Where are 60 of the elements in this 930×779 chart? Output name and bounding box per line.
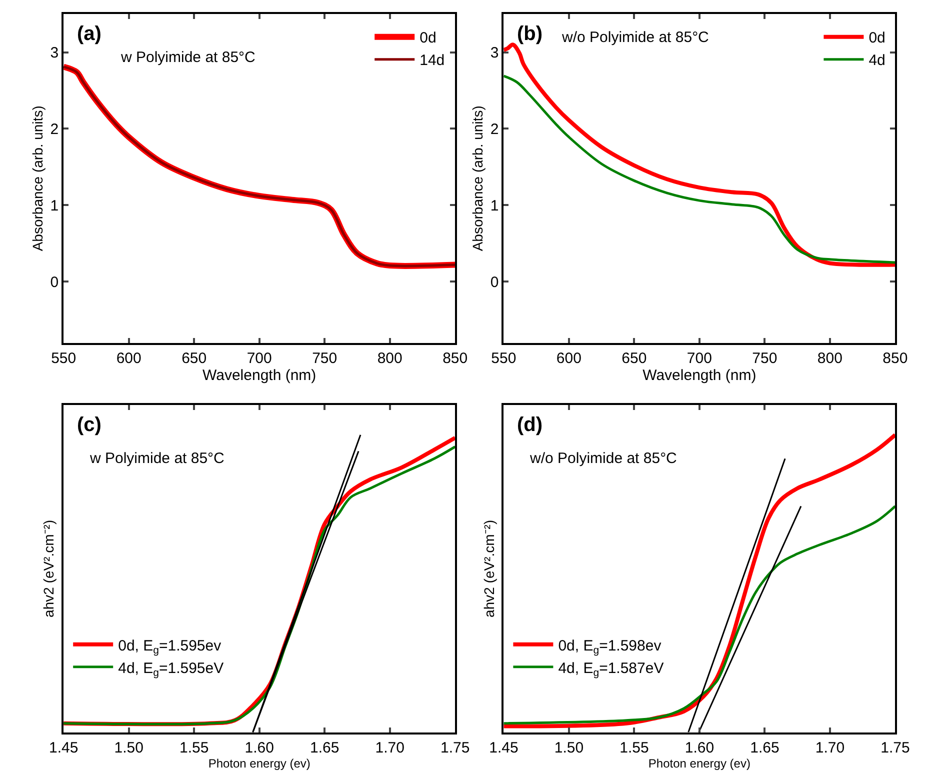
x-tick-label: 650 [182, 350, 207, 367]
x-tick-label: 750 [312, 350, 338, 367]
legend-label: 0d [420, 30, 436, 47]
y-axis-title: Absorbance (arb. units) [29, 106, 46, 252]
x-tick-label: 750 [752, 350, 778, 367]
x-tick-label: 850 [442, 350, 468, 367]
y-axis-title: ahv2 (eV².cm⁻²) [40, 520, 57, 618]
x-axis-title: Photon energy (ev) [648, 756, 750, 770]
y-tick-label: 3 [490, 44, 499, 62]
x-tick-label: 1.50 [114, 739, 144, 756]
y-axis-title: ahv2 (eV².cm⁻²) [480, 520, 497, 618]
x-tick-label: 1.45 [489, 739, 518, 756]
x-tick-label: 1.55 [620, 739, 649, 756]
annotation: (b) [517, 23, 543, 45]
legend-label: 4d [868, 52, 886, 70]
annotation: (c) [77, 414, 102, 436]
x-tick-label: 550 [51, 350, 76, 367]
x-tick-label: 1.60 [684, 739, 714, 756]
y-tick-label: 3 [50, 44, 59, 62]
y-tick-label: 1 [50, 197, 59, 214]
x-tick-label: 600 [116, 350, 142, 367]
legend-label: 4d, E$_{g}$=1.595eV [118, 660, 224, 679]
x-tick-label: 1.50 [554, 739, 584, 756]
x-tick-label: 700 [686, 350, 712, 367]
annotation: w Polyimide at 85°C [89, 450, 225, 467]
x-axis-title: Photon energy (ev) [208, 756, 310, 770]
y-tick-label: 2 [50, 120, 59, 138]
legend-label: 0d, E$_{g}$=1.598ev [558, 637, 662, 656]
legend-label: 4d, E$_{g}$=1.587eV [558, 660, 664, 679]
y-tick-label: 1 [490, 197, 499, 214]
x-tick-label: 1.60 [244, 739, 274, 756]
annotation: (d) [517, 414, 543, 436]
x-tick-label: 1.70 [375, 739, 404, 756]
annotation: w Polyimide at 85°C [120, 49, 256, 66]
x-tick-label: 600 [556, 350, 582, 367]
annotation: w/o Polyimide at 85°C [529, 450, 678, 467]
y-tick-label: 0 [50, 274, 59, 291]
annotation: w/o Polyimide at 85°C [561, 29, 710, 46]
x-tick-label: 1.75 [440, 739, 470, 756]
x-tick-label: 1.75 [880, 739, 910, 756]
x-tick-label: 1.70 [815, 739, 845, 756]
x-tick-label: 1.65 [310, 739, 340, 756]
legend-label: 14d [420, 52, 445, 70]
x-tick-label: 850 [882, 350, 908, 367]
legend-label: 0d, E$_{g}$=1.595ev [118, 637, 222, 656]
x-axis-title: Wavelength (nm) [202, 366, 316, 384]
x-tick-label: 800 [817, 350, 842, 367]
x-tick-label: 800 [377, 350, 402, 367]
x-tick-label: 650 [622, 350, 647, 367]
annotation: (a) [77, 23, 102, 45]
x-tick-label: 550 [491, 350, 516, 367]
x-axis-title: Wavelength (nm) [642, 366, 756, 384]
x-tick-label: 1.55 [180, 739, 209, 756]
x-tick-label: 1.45 [49, 739, 78, 756]
legend-label: 0d [868, 30, 886, 47]
x-tick-label: 700 [246, 350, 272, 367]
y-axis-title: Absorbance (arb. units) [469, 106, 486, 252]
x-tick-label: 1.65 [750, 739, 780, 756]
y-tick-label: 0 [490, 274, 499, 291]
y-tick-label: 2 [490, 120, 499, 138]
